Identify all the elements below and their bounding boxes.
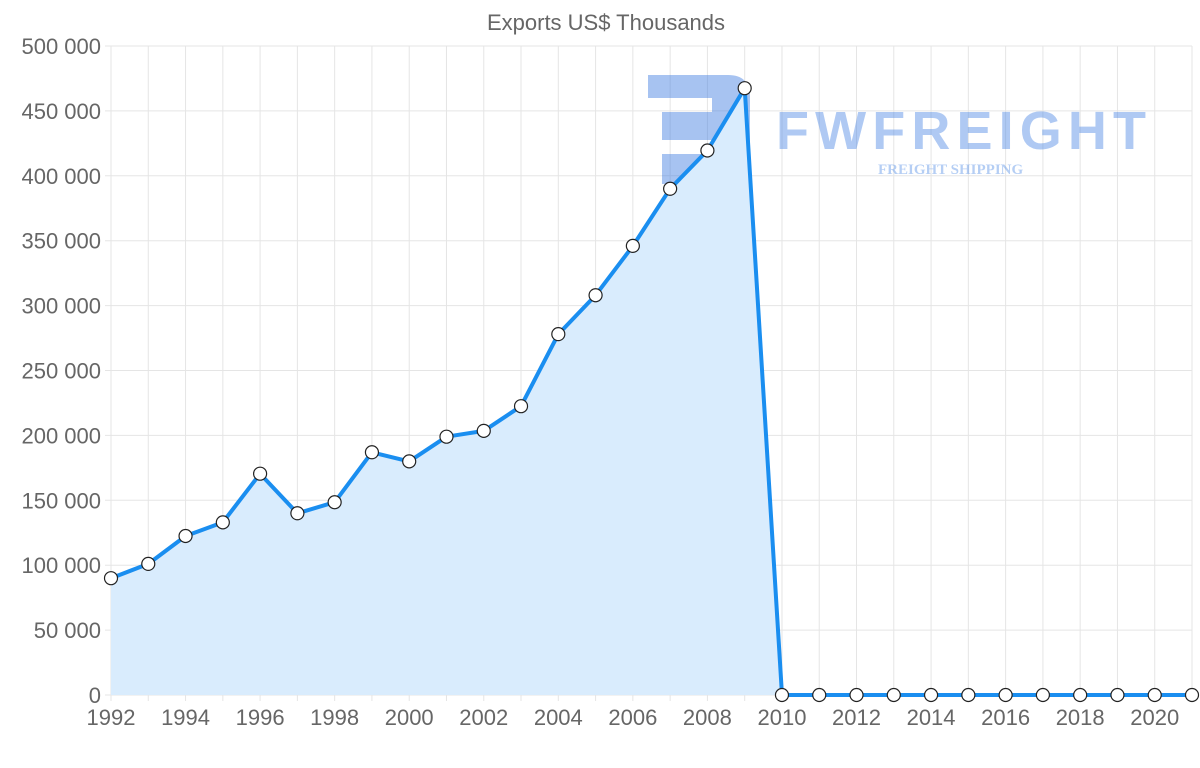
- x-tick-label: 1996: [236, 705, 285, 730]
- data-point[interactable]: [588, 288, 603, 303]
- data-point[interactable]: [513, 399, 529, 414]
- x-tick-label: 1992: [87, 705, 136, 730]
- x-tick-label: 2012: [832, 705, 881, 730]
- y-tick-label: 400 000: [21, 164, 101, 189]
- data-point[interactable]: [849, 687, 864, 703]
- data-point[interactable]: [327, 495, 342, 510]
- x-axis-ticks: 1992 1994 1996 1998 2000 2002 2004 2006 2008 2010…: [87, 705, 1180, 730]
- data-point[interactable]: [103, 571, 119, 586]
- x-tick-label: 2016: [981, 705, 1030, 730]
- data-point[interactable]: [923, 687, 939, 703]
- data-points: [103, 81, 1200, 703]
- data-point[interactable]: [1147, 687, 1162, 703]
- x-tick-label: 2004: [534, 705, 583, 730]
- data-point[interactable]: [439, 429, 454, 444]
- data-point[interactable]: [886, 687, 901, 703]
- x-tick-label: 2008: [683, 705, 732, 730]
- data-point[interactable]: [1073, 687, 1088, 703]
- data-point[interactable]: [998, 687, 1013, 703]
- data-point[interactable]: [364, 445, 380, 460]
- data-point[interactable]: [253, 466, 268, 481]
- data-point[interactable]: [1035, 687, 1050, 703]
- x-tick-label: 2010: [757, 705, 806, 730]
- data-point[interactable]: [625, 238, 640, 253]
- series-area: [111, 88, 1192, 695]
- x-tick-label: 1994: [161, 705, 210, 730]
- data-point[interactable]: [178, 528, 193, 544]
- data-point[interactable]: [737, 81, 752, 96]
- y-axis-ticks: 0 50 000 100 000 150 000 200 000 250 000 300 0…: [21, 34, 101, 708]
- x-tick-label: 2018: [1056, 705, 1105, 730]
- x-tick-label: 2002: [459, 705, 508, 730]
- y-tick-label: 200 000: [21, 423, 101, 448]
- data-point[interactable]: [290, 506, 305, 521]
- x-tick-label: 2020: [1130, 705, 1179, 730]
- data-point[interactable]: [812, 687, 827, 703]
- y-tick-label: 300 000: [21, 294, 101, 319]
- y-tick-label: 150 000: [21, 488, 101, 513]
- data-point[interactable]: [1184, 687, 1200, 703]
- watermark-tagline: FREIGHT SHIPPING: [878, 162, 1023, 178]
- y-tick-label: 450 000: [21, 99, 101, 124]
- x-tick-label: 2006: [608, 705, 657, 730]
- chart-title: Exports US$ Thousands: [487, 10, 725, 35]
- x-tick-label: 2000: [385, 705, 434, 730]
- y-tick-label: 350 000: [21, 229, 101, 254]
- data-point[interactable]: [663, 181, 678, 196]
- data-point[interactable]: [1110, 687, 1125, 703]
- x-tick-label: 2014: [907, 705, 956, 730]
- y-tick-label: 100 000: [21, 553, 101, 578]
- data-point[interactable]: [961, 687, 976, 703]
- data-point[interactable]: [774, 687, 790, 703]
- y-tick-label: 500 000: [21, 34, 101, 59]
- y-tick-label: 50 000: [34, 618, 101, 643]
- data-point[interactable]: [476, 423, 491, 438]
- data-point[interactable]: [141, 556, 156, 572]
- data-point[interactable]: [700, 143, 715, 158]
- data-point[interactable]: [402, 454, 417, 469]
- y-tick-label: 250 000: [21, 359, 101, 384]
- y-tick-label: 0: [89, 683, 101, 708]
- x-tick-label: 1998: [310, 705, 359, 730]
- data-point[interactable]: [215, 515, 230, 530]
- watermark-brand: FWFREIGHT: [776, 101, 1146, 161]
- data-point[interactable]: [551, 327, 566, 342]
- area-fill: [111, 88, 1192, 695]
